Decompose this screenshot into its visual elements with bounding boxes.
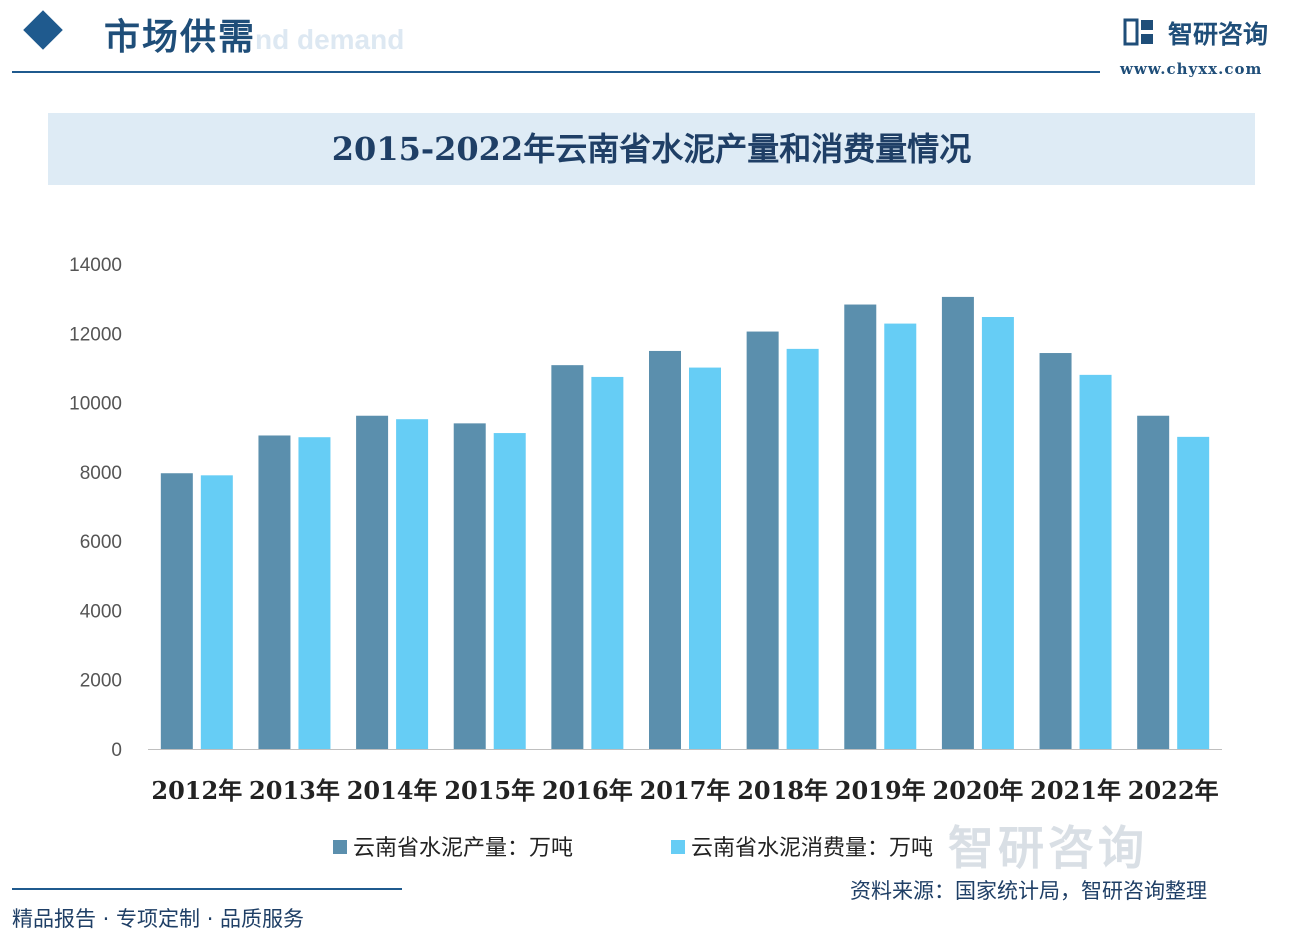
section-title: 市场供需	[104, 16, 257, 58]
section-subtitle: nd demand	[255, 24, 405, 55]
data-source: 资料来源：国家统计局，智研咨询整理	[850, 879, 1207, 903]
brand-logo-icon	[1123, 18, 1153, 46]
bar-production	[1137, 415, 1170, 749]
chart-title: 2015-2022年云南省水泥产量和消费量情况	[331, 130, 972, 168]
bar-production	[258, 435, 291, 749]
bar-consumption	[396, 419, 429, 749]
bar-production	[844, 304, 877, 749]
bar-consumption	[1177, 436, 1210, 749]
x-tick-label: 2016年	[542, 776, 633, 805]
x-tick-label: 2017年	[640, 776, 731, 805]
bar-consumption	[689, 367, 721, 749]
bar-production	[356, 415, 389, 749]
bar-production	[649, 350, 681, 749]
x-tick-label: 2022年	[1128, 776, 1219, 805]
chart-title-band	[48, 113, 1255, 185]
y-tick-label: 6000	[80, 532, 122, 553]
bar-production	[1039, 353, 1072, 749]
x-tick-label: 2019年	[835, 776, 926, 805]
footer-tagline: 精品报告 · 专项定制 · 品质服务	[12, 907, 305, 931]
brand-url[interactable]: www.chyxx.com	[1120, 60, 1263, 78]
legend-label-production: 云南省水泥产量：万吨	[353, 836, 573, 861]
bar-consumption	[591, 376, 624, 749]
y-tick-label: 4000	[80, 601, 122, 622]
x-tick-label: 2021年	[1030, 776, 1121, 805]
bar-production	[746, 331, 779, 749]
bar-consumption	[493, 433, 526, 749]
bar-production	[941, 296, 974, 749]
bar-consumption	[298, 437, 331, 749]
bar-production	[453, 423, 486, 749]
legend-label-consumption: 云南省水泥消费量：万吨	[691, 836, 933, 861]
watermark-logo: 智研咨询	[948, 821, 1148, 875]
x-tick-label: 2014年	[347, 776, 438, 805]
x-tick-label: 2013年	[249, 776, 340, 805]
x-tick-label: 2018年	[737, 776, 828, 805]
brand-name: 智研咨询	[1168, 20, 1269, 49]
bar-consumption	[200, 475, 233, 749]
x-tick-label: 2015年	[444, 776, 535, 805]
y-tick-label: 8000	[80, 463, 122, 484]
legend-swatch-consumption	[671, 840, 685, 854]
x-tick-label: 2012年	[151, 776, 242, 805]
x-tick-label: 2020年	[933, 776, 1024, 805]
bar-consumption	[1079, 374, 1112, 749]
bar-production	[160, 473, 193, 749]
y-tick-label: 12000	[69, 324, 122, 345]
bar-production	[551, 365, 584, 749]
bar-consumption	[981, 317, 1014, 749]
header-divider	[12, 71, 1100, 73]
y-tick-label: 10000	[69, 394, 122, 415]
bar-consumption	[786, 348, 819, 749]
y-tick-label: 0	[111, 740, 122, 761]
y-tick-label: 14000	[69, 255, 122, 276]
bar-consumption	[884, 323, 917, 749]
footer-divider	[12, 888, 402, 890]
legend-swatch-production	[333, 840, 347, 854]
y-tick-label: 2000	[80, 671, 122, 692]
